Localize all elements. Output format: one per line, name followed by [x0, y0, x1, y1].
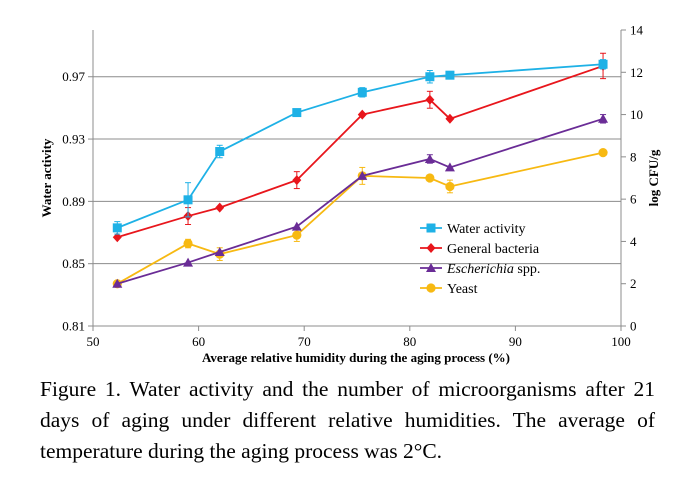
- y-tick-label: 0.93: [62, 132, 85, 147]
- data-point: [445, 181, 455, 192]
- x-tick-label: 80: [403, 334, 416, 349]
- data-point: [183, 195, 193, 205]
- data-point: [215, 147, 225, 157]
- chart: 50 60 70 80 90 100 0.81 0.85 0.89 0.93 0.97 0 2 4 6 8…: [39, 23, 661, 366]
- data-point: [357, 170, 368, 180]
- series-layer: [112, 52, 609, 289]
- x-tick-labels: 50 60 70 80 90 100: [87, 334, 631, 349]
- legend-label: Yeast: [447, 282, 478, 297]
- legend-item: Yeast: [420, 282, 478, 297]
- data-point: [425, 173, 435, 183]
- y2-tick-label: 12: [630, 65, 643, 80]
- data-point: [445, 113, 455, 124]
- y-axis-label: Water activity: [39, 138, 54, 217]
- y2-tick-label: 14: [630, 23, 644, 38]
- y2-tick-label: 6: [630, 192, 637, 207]
- data-point: [183, 238, 193, 249]
- axes: [88, 29, 626, 331]
- data-point: [112, 232, 122, 243]
- legend-marker: [426, 223, 436, 233]
- y-right-tick-labels: 0 2 4 6 8 10 12 14: [630, 23, 644, 334]
- data-point: [598, 59, 608, 69]
- legend-marker: [426, 283, 436, 293]
- data-point: [444, 162, 455, 172]
- series-line: [117, 65, 604, 239]
- x-tick-label: 70: [298, 334, 311, 349]
- y2-tick-label: 10: [630, 107, 643, 122]
- series-line: [117, 117, 604, 285]
- y-tick-label: 0.85: [62, 256, 85, 271]
- data-point: [425, 94, 435, 105]
- x-tick-label: 100: [611, 334, 631, 349]
- legend: Water activity General bacteria Escherichi…: [420, 222, 540, 297]
- y-tick-label: 0.89: [62, 194, 85, 209]
- data-point: [598, 148, 608, 158]
- data-point: [357, 87, 367, 97]
- legend-item: Escherichia spp.: [420, 262, 540, 277]
- legend-item: Water activity: [420, 222, 526, 237]
- data-point: [215, 202, 225, 213]
- data-point: [112, 278, 123, 288]
- y-tick-label: 0.81: [62, 319, 85, 334]
- gridlines: [93, 76, 621, 327]
- series-water-activity: [112, 59, 608, 235]
- legend-item: General bacteria: [420, 242, 540, 257]
- y-left-tick-labels: 0.81 0.85 0.89 0.93 0.97: [62, 69, 85, 333]
- y2-axis-label: log CFU/g: [646, 149, 661, 206]
- data-point: [357, 109, 367, 120]
- data-point: [214, 247, 225, 256]
- y2-tick-label: 0: [630, 319, 637, 334]
- series-escherichia-spp: [112, 113, 609, 288]
- x-tick-label: 60: [192, 334, 205, 349]
- data-point: [183, 257, 194, 267]
- legend-marker: [426, 263, 436, 272]
- data-point: [445, 70, 455, 80]
- data-point: [424, 153, 435, 163]
- y2-tick-label: 4: [630, 234, 637, 249]
- y-tick-label: 0.97: [62, 69, 85, 84]
- y2-tick-label: 2: [630, 276, 637, 291]
- data-point: [292, 108, 302, 118]
- x-axis-label: Average relative humidity during the agi…: [202, 350, 510, 365]
- data-point: [292, 175, 302, 186]
- legend-label: Water activity: [447, 222, 526, 237]
- data-point: [598, 113, 609, 123]
- y2-tick-label: 8: [630, 149, 637, 164]
- legend-marker: [426, 243, 436, 253]
- x-tick-label: 50: [87, 334, 100, 349]
- series-general-bacteria: [112, 52, 608, 243]
- legend-label: Escherichia spp.: [446, 262, 540, 277]
- data-point: [112, 223, 122, 233]
- data-point: [425, 72, 435, 82]
- x-tick-label: 90: [509, 334, 522, 349]
- legend-label: General bacteria: [447, 242, 540, 257]
- data-point: [291, 221, 302, 231]
- data-point: [292, 230, 302, 240]
- figure-caption: Figure 1. Water activity and the number …: [40, 377, 655, 463]
